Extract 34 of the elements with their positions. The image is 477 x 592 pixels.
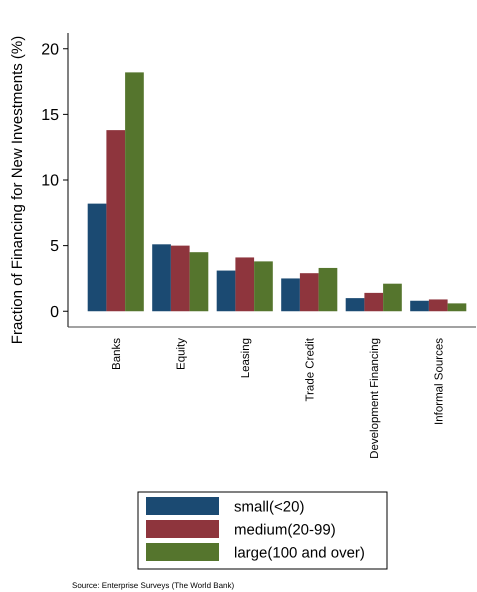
bar [88, 204, 106, 312]
bar [346, 298, 364, 312]
x-tick-label: Trade Credit [304, 337, 316, 402]
bar [235, 257, 254, 312]
x-tick-label: Banks [110, 338, 123, 370]
x-tick-label: Informal Sources [433, 338, 446, 425]
bar [125, 72, 144, 312]
y-tick-label: 10 [41, 172, 60, 190]
bar [410, 300, 429, 312]
legend-label: small(<20) [234, 498, 304, 516]
y-tick-label: 20 [41, 41, 60, 58]
bar [383, 284, 402, 312]
bar [428, 299, 448, 312]
bar [448, 303, 466, 312]
bar [152, 244, 171, 312]
bar [190, 252, 208, 312]
legend-label: large(100 and over) [234, 544, 365, 562]
y-tick-label: 0 [50, 304, 60, 321]
source-note: Source: Enterprise Surveys (The World Bank) [72, 581, 234, 590]
bar [170, 246, 190, 312]
bar [318, 268, 338, 312]
y-tick-label: 5 [50, 238, 60, 256]
y-axis-title: Fraction of Financing for New Investments (%) [9, 36, 26, 344]
bar [254, 261, 273, 312]
x-tick-label: Development Financing [368, 338, 381, 459]
bar [300, 273, 319, 312]
y-tick-label: 15 [41, 106, 60, 124]
x-tick-label: Leasing [240, 338, 252, 378]
bar [106, 130, 126, 312]
legend-label: medium(20-99) [234, 521, 336, 538]
bar [364, 292, 384, 312]
bar [216, 270, 236, 312]
x-tick-label: Equity [175, 338, 188, 370]
bar [281, 278, 300, 312]
